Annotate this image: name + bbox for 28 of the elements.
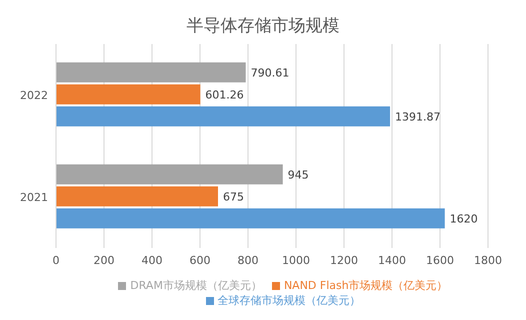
- x-tick-label: 600: [190, 254, 210, 267]
- x-tick-label: 800: [238, 254, 258, 267]
- chart-title: 半导体存储市场规模: [186, 15, 340, 38]
- data-label: 945: [288, 168, 309, 182]
- bar: [56, 106, 390, 126]
- legend-label: 全球存储市场规模（亿美元）: [218, 294, 360, 307]
- bar: [56, 62, 246, 82]
- x-tick-label: 1600: [426, 254, 454, 267]
- bar: [56, 186, 218, 206]
- bar: [56, 84, 200, 104]
- x-tick-label: 1200: [330, 254, 358, 267]
- data-label: 1620: [450, 212, 478, 226]
- data-label: 1391.87: [395, 110, 441, 124]
- x-tick-label: 1400: [378, 254, 406, 267]
- y-tick-label: 2021: [20, 190, 48, 204]
- x-tick-label: 200: [94, 254, 114, 267]
- x-tick-label: 400: [142, 254, 162, 267]
- bar: [56, 208, 445, 228]
- x-tick-label: 1000: [282, 254, 310, 267]
- legend-label: DRAM市场规模（亿美元）: [130, 279, 262, 292]
- x-tick-label: 0: [52, 254, 60, 267]
- legend-label: NAND Flash市场规模（亿美元）: [284, 279, 448, 292]
- data-label: 675: [223, 190, 244, 204]
- x-tick-label: 1800: [474, 254, 502, 267]
- data-label: 790.61: [250, 66, 290, 80]
- data-label: 601.26: [205, 88, 244, 102]
- y-tick-label: 2022: [20, 88, 48, 102]
- bar: [56, 164, 283, 184]
